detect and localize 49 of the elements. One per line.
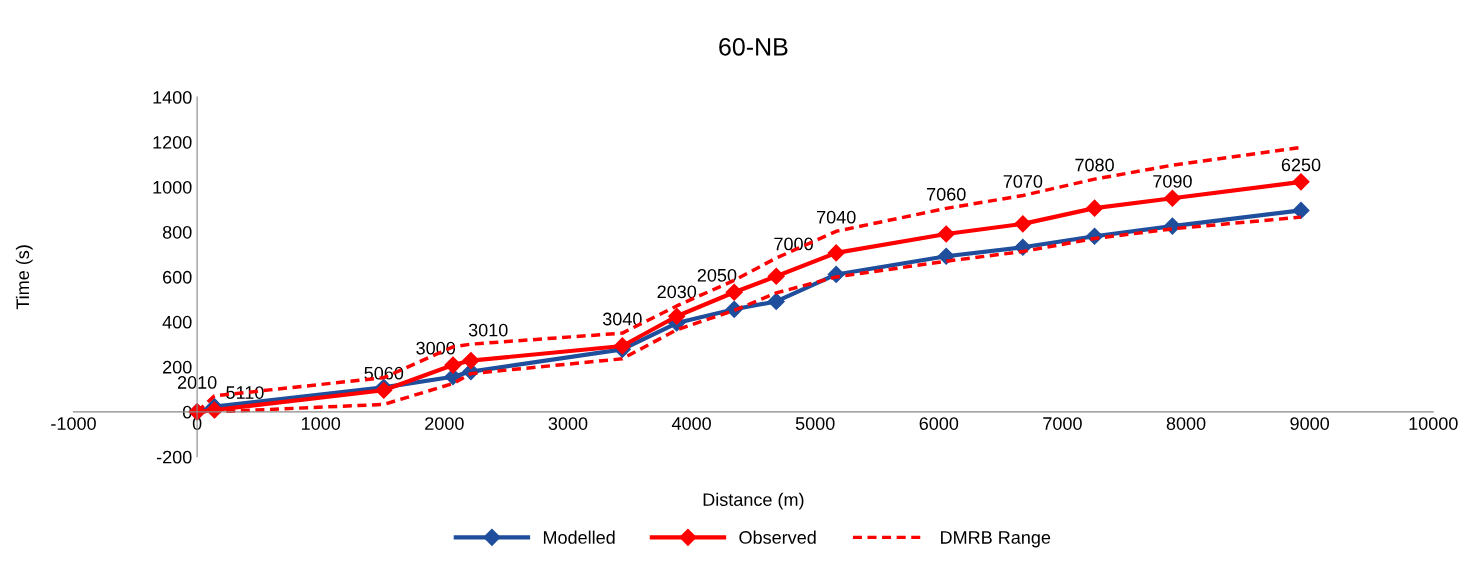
annotation: 3040	[602, 312, 642, 326]
point	[1014, 215, 1032, 233]
annotation: 7090	[1153, 174, 1192, 188]
x-tick-label: 4000	[671, 417, 711, 430]
x-tick-label: 6000	[919, 417, 959, 430]
x-tick-label: 9000	[1290, 417, 1330, 430]
point	[1085, 199, 1104, 217]
y-tick-label: 200	[163, 360, 192, 374]
chart-title: 60-NB	[719, 37, 788, 56]
y-tick-label: 1400	[153, 91, 192, 104]
point	[1163, 189, 1181, 207]
annotation: 7040	[817, 210, 856, 224]
y-axis-title: Time (s)	[15, 245, 33, 310]
point	[668, 307, 686, 325]
annotation: 2050	[697, 268, 737, 282]
point	[462, 352, 480, 370]
x-tick-label: 7000	[1043, 417, 1082, 430]
point	[1292, 173, 1310, 191]
annotation: 2030	[657, 285, 697, 299]
point	[725, 283, 743, 301]
x-tick-label: 8000	[1166, 417, 1206, 430]
annotation: 2010	[177, 376, 217, 389]
annotation: 3010	[468, 323, 508, 337]
x-tick-label: -1000	[51, 417, 96, 430]
y-tick-label: 800	[162, 225, 192, 239]
point	[1292, 201, 1310, 219]
x-tick-label: 1000	[302, 417, 341, 430]
legend-label: Observed	[739, 530, 816, 544]
point	[444, 356, 462, 374]
x-tick-label: 10000	[1409, 417, 1458, 430]
x-tick-label: 3000	[548, 417, 588, 430]
annotation: 7060	[927, 187, 966, 201]
x-axis-title: Distance (m)	[703, 492, 804, 510]
x-tick-label: 2000	[425, 417, 464, 430]
annotation: 6250	[1281, 158, 1321, 172]
annotation: 7070	[1003, 175, 1043, 188]
annotation: 7080	[1075, 158, 1114, 172]
y-tick-label: 1200	[153, 135, 192, 149]
legend-label: DMRB Range	[941, 531, 1051, 548]
point	[767, 292, 785, 310]
point	[767, 267, 785, 285]
y-tick-label: -200	[156, 450, 192, 464]
y-tick-label: 400	[162, 315, 192, 329]
legend-label: Modelled	[543, 530, 615, 544]
y-tick-label: 600	[163, 270, 192, 284]
point	[937, 225, 955, 243]
point	[827, 244, 845, 262]
x-tick-label: 5000	[795, 417, 835, 430]
y-tick-label: 1000	[153, 180, 192, 194]
